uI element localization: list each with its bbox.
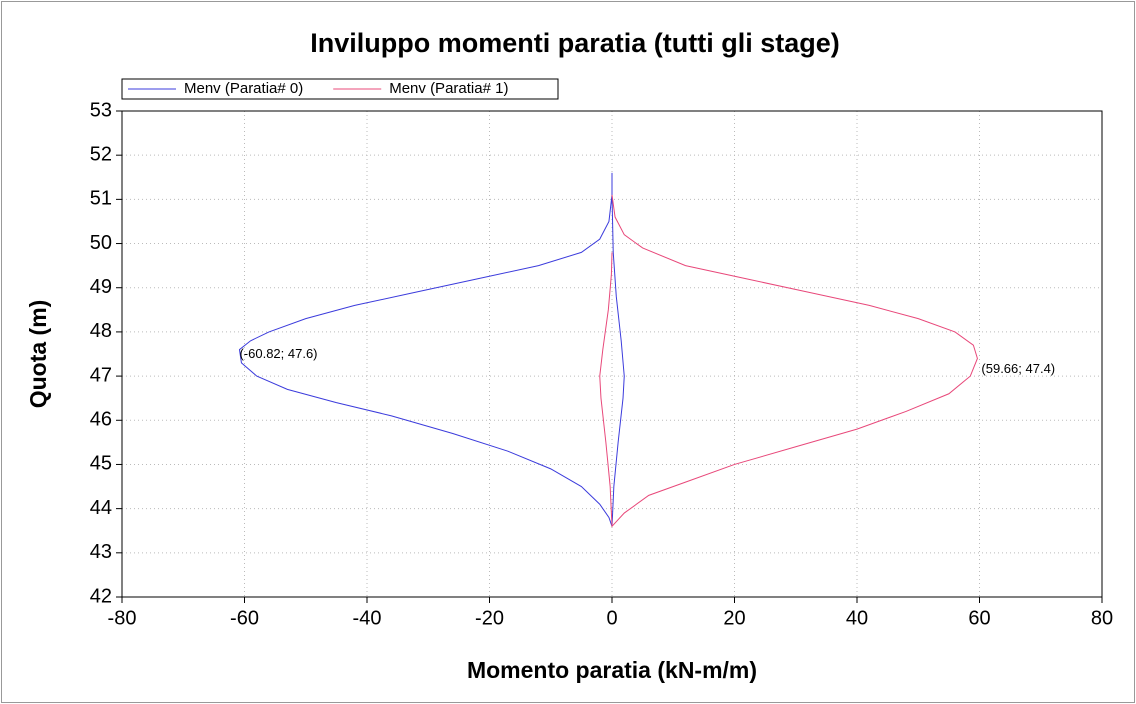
y-tick-label: 42 [90,585,112,607]
y-tick-label: 48 [90,320,112,342]
y-axis-label: Quota (m) [25,300,51,409]
x-tick-label: -20 [475,607,504,629]
x-tick-label: 0 [606,607,617,629]
x-tick-label: -60 [230,607,259,629]
y-tick-label: 53 [90,99,112,121]
y-tick-label: 46 [90,409,112,431]
legend-label: Menv (Paratia# 0) [184,80,303,97]
legend-label: Menv (Paratia# 1) [389,80,508,97]
series-line [238,172,625,527]
x-tick-label: 60 [968,607,990,629]
chart-title: Inviluppo momenti paratia (tutti gli sta… [310,28,840,58]
x-tick-label: -80 [108,607,137,629]
x-tick-label: 80 [1091,607,1113,629]
y-tick-label: 52 [90,143,112,165]
y-tick-label: 44 [90,497,112,519]
y-tick-label: 50 [90,232,112,254]
y-tick-label: 47 [90,364,112,386]
y-tick-label: 43 [90,541,112,563]
y-tick-label: 51 [90,188,112,210]
x-tick-label: -40 [353,607,382,629]
x-tick-label: 40 [846,607,868,629]
annotation: (59.66; 47.4) [981,361,1055,376]
y-tick-label: 45 [90,453,112,475]
series-line [599,194,978,528]
x-tick-label: 20 [723,607,745,629]
plot-area [121,110,1103,598]
x-axis-label: Momento paratia (kN-m/m) [467,657,757,683]
y-tick-label: 49 [90,276,112,298]
annotation: (-60.82; 47.6) [239,346,317,361]
